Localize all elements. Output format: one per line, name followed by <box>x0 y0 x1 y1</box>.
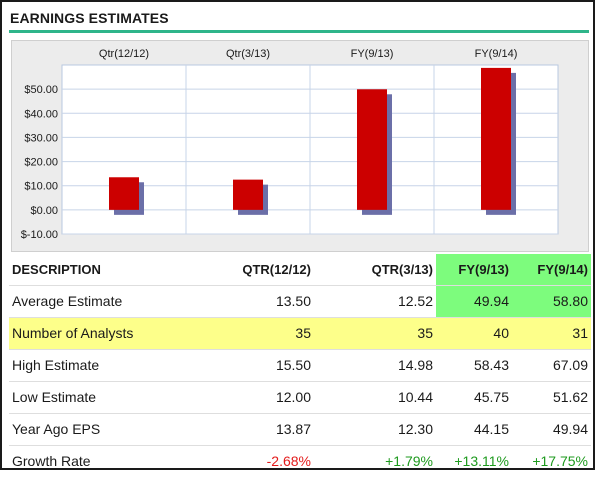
col-header-fy-9-14: FY(9/14) <box>514 254 591 285</box>
cell-value-positive: +13.11% <box>454 453 509 469</box>
row-label: Low Estimate <box>12 389 97 405</box>
cell-value: 14.98 <box>397 357 433 373</box>
title-rule <box>9 30 589 33</box>
cell-value: 13.50 <box>275 293 311 309</box>
cell-value: 58.80 <box>514 286 591 317</box>
cell-value: 15.50 <box>275 357 311 373</box>
col-header-qtr-12-12: QTR(12/12) <box>242 262 311 277</box>
row-label: Average Estimate <box>12 293 123 309</box>
chart-area: $-10.00 $0.00 $10.00 $20.00 $30.00 $40.00 $50.… <box>11 40 589 252</box>
col-header-qtr-3-13: QTR(3/13) <box>371 262 433 277</box>
y-tick-label: $20.00 <box>24 157 58 169</box>
cell-value: 49.94 <box>436 286 514 317</box>
cell-value-positive: +17.75% <box>532 453 588 469</box>
cell-value: 35 <box>417 325 433 341</box>
bar <box>357 89 387 210</box>
col-header-fy-9-13: FY(9/13) <box>436 254 514 285</box>
cell-value: 44.15 <box>473 421 509 437</box>
cell-value: 31 <box>572 325 588 341</box>
category-label: FY(9/13) <box>351 48 394 60</box>
panel-title: EARNINGS ESTIMATES <box>10 10 169 26</box>
cell-value: 40 <box>493 325 509 341</box>
category-label: FY(9/14) <box>475 48 518 60</box>
cell-value-negative: -2.68% <box>266 453 311 469</box>
table-row-growth-rate: Growth Rate -2.68% +1.79% +13.11% +17.75… <box>9 446 591 478</box>
table-header-row: DESCRIPTION QTR(12/12) QTR(3/13) FY(9/13… <box>9 254 591 286</box>
estimates-table: DESCRIPTION QTR(12/12) QTR(3/13) FY(9/13… <box>9 254 591 478</box>
cell-value: 12.52 <box>397 293 433 309</box>
table-row-year-ago-eps: Year Ago EPS 13.87 12.30 44.15 49.94 <box>9 414 591 446</box>
y-tick-label: $0.00 <box>30 205 58 217</box>
bar-chart: $-10.00 $0.00 $10.00 $20.00 $30.00 $40.00 $50.… <box>21 48 559 241</box>
table-row-high-estimate: High Estimate 15.50 14.98 58.43 67.09 <box>9 350 591 382</box>
table-row-number-of-analysts: Number of Analysts 35 35 40 31 <box>9 318 591 350</box>
table-row-low-estimate: Low Estimate 12.00 10.44 45.75 51.62 <box>9 382 591 414</box>
y-tick-label: $30.00 <box>24 132 58 144</box>
y-tick-label: $40.00 <box>24 108 58 120</box>
category-label: Qtr(3/13) <box>226 48 270 60</box>
y-tick-label: $10.00 <box>24 181 58 193</box>
cell-value: 67.09 <box>552 357 588 373</box>
y-tick-label: $-10.00 <box>21 229 58 241</box>
cell-value: 13.87 <box>275 421 311 437</box>
cell-value: 45.75 <box>473 389 509 405</box>
cell-value: 49.94 <box>552 421 588 437</box>
row-label: Year Ago EPS <box>12 421 101 437</box>
col-header-description: DESCRIPTION <box>12 262 101 277</box>
category-label: Qtr(12/12) <box>99 48 149 60</box>
cell-value: 51.62 <box>552 389 588 405</box>
cell-value: 10.44 <box>397 389 433 405</box>
bar <box>109 177 139 210</box>
cell-value: 12.00 <box>275 389 311 405</box>
cell-value: 58.43 <box>473 357 509 373</box>
bar <box>233 179 263 210</box>
cell-value: 12.30 <box>397 421 433 437</box>
row-label: Number of Analysts <box>12 325 134 341</box>
cell-value: 35 <box>295 325 311 341</box>
bar <box>481 67 511 210</box>
cell-value-positive: +1.79% <box>385 453 433 469</box>
row-label: High Estimate <box>12 357 100 373</box>
row-label: Growth Rate <box>12 453 91 469</box>
table-row-average-estimate: Average Estimate 13.50 12.52 49.94 58.80 <box>9 286 591 318</box>
y-tick-label: $50.00 <box>24 84 58 96</box>
